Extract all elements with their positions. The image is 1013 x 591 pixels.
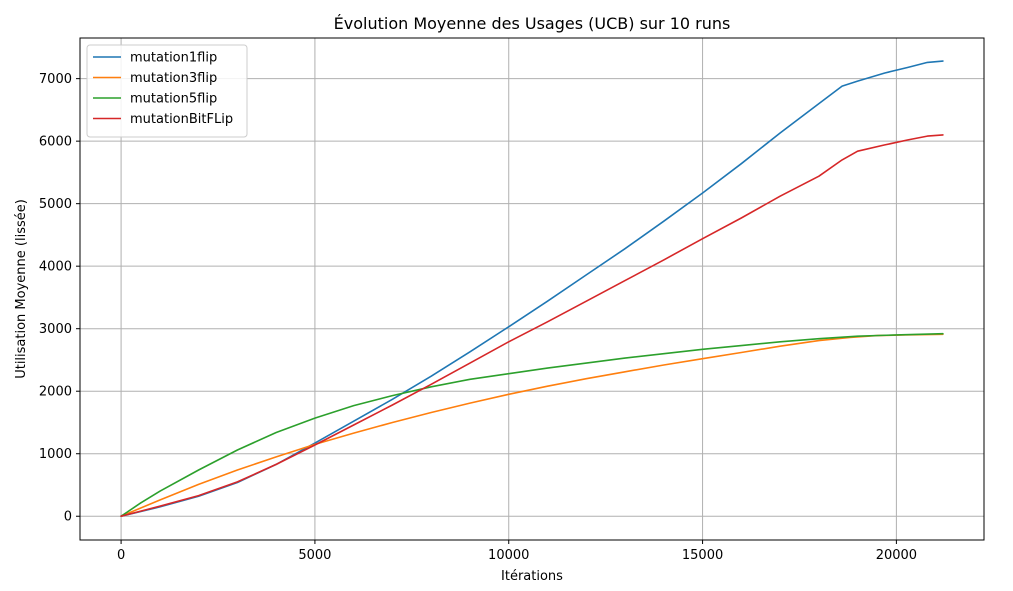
x-tick-label: 15000 <box>682 548 723 563</box>
series-line-mutation5flip <box>120 332 944 518</box>
y-tick-label: 6000 <box>39 135 72 150</box>
plot-frame <box>79 37 985 541</box>
chart-title: Évolution Moyenne des Usages (UCB) sur 1… <box>334 14 731 33</box>
x-tick-label: 0 <box>117 548 125 563</box>
legend-box <box>86 44 248 138</box>
y-axis-label: Utilisation Moyenne (lissée) <box>14 199 29 379</box>
y-tick-label: 7000 <box>39 72 72 87</box>
y-tick-label: 2000 <box>39 385 72 400</box>
series-line-mutation3flip <box>120 333 944 518</box>
x-tick-label: 5000 <box>298 548 331 563</box>
legend-label: mutation1flip <box>130 51 217 66</box>
axis-ticks: 0 5000 10000 15000 20000 0 1000 2000 3000 4000 500… <box>39 72 917 563</box>
series-lines <box>120 60 944 518</box>
x-tick-label: 10000 <box>488 548 529 563</box>
grid <box>80 38 984 540</box>
legend-label: mutation5flip <box>130 92 217 107</box>
legend: mutation1flip mutation3flip mutation5flip m… <box>86 44 248 138</box>
y-tick-label: 1000 <box>39 447 72 462</box>
series-line-mutationBitFLip <box>120 134 944 518</box>
legend-label: mutation3flip <box>130 71 217 86</box>
y-tick-label: 5000 <box>39 197 72 212</box>
x-axis-label: Itérations <box>501 569 563 584</box>
x-tick-label: 20000 <box>876 548 917 563</box>
y-tick-label: 0 <box>64 510 72 525</box>
legend-label: mutationBitFLip <box>130 112 233 127</box>
y-tick-label: 3000 <box>39 322 72 337</box>
y-tick-label: 4000 <box>39 260 72 275</box>
